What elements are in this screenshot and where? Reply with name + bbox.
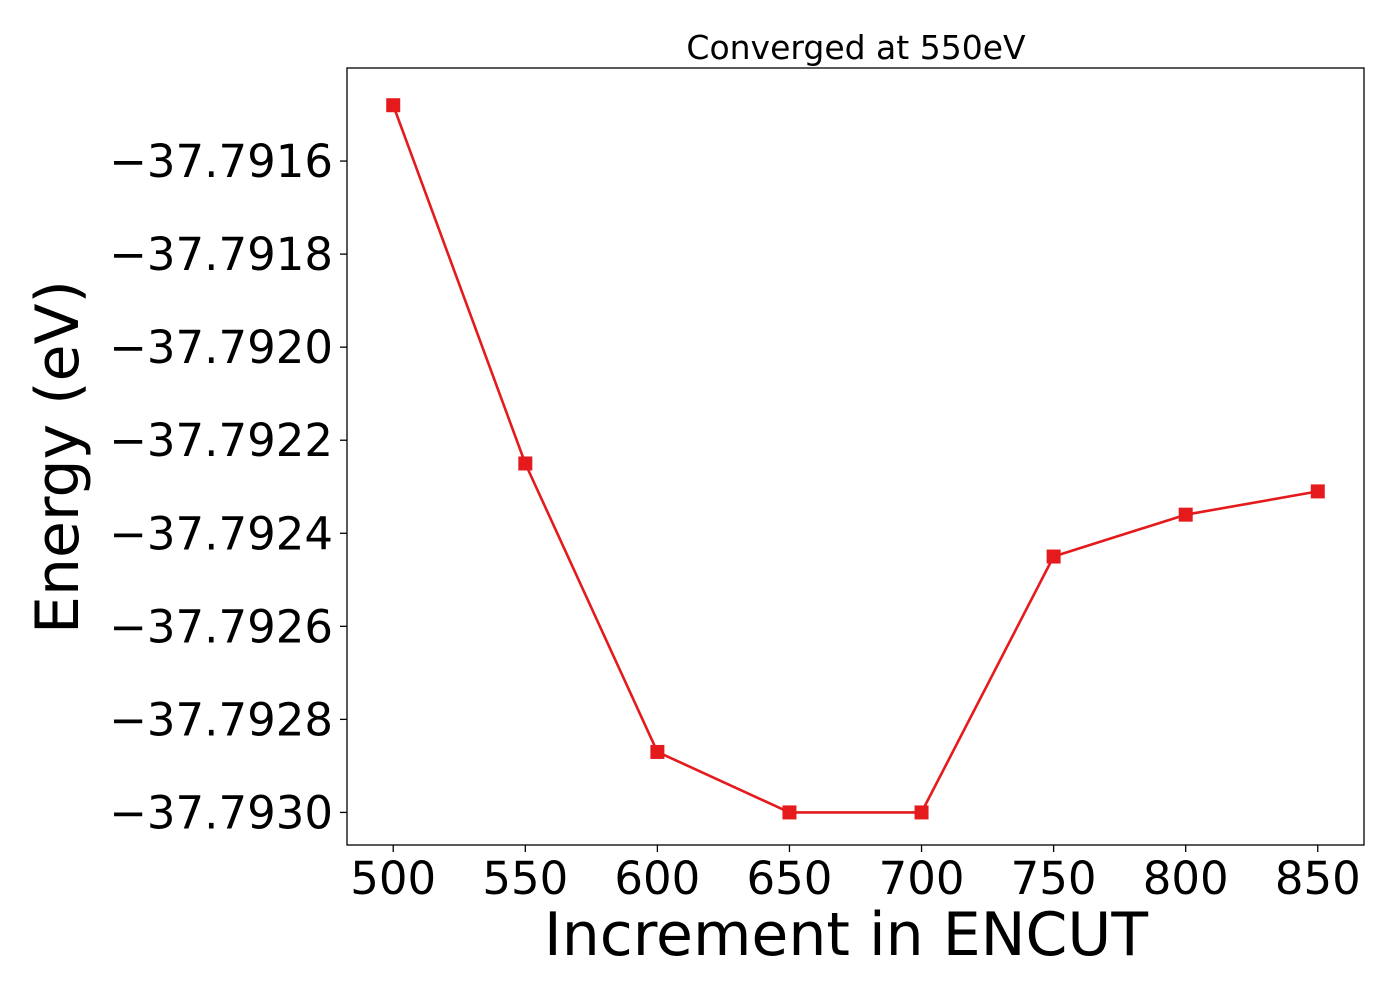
x-tick-label: 650 (747, 852, 833, 905)
x-tick-label: 600 (614, 852, 700, 905)
data-point-marker (1046, 549, 1061, 564)
chart-title: Converged at 550eV (686, 28, 1026, 67)
y-axis-ticks: −37.7916 −37.7918 −37.7920 −37.7922 −37.7924… (109, 135, 347, 839)
y-axis-label: Energy (eV) (23, 280, 93, 634)
data-point-marker (782, 805, 797, 820)
data-point-marker (914, 805, 929, 820)
series-line (391, 104, 1319, 814)
series-layer (386, 98, 1325, 820)
y-tick-label: −37.7918 (109, 228, 333, 281)
x-axis-ticks: 500 550 600 650 700 750 800 850 (350, 845, 1361, 905)
x-tick-label: 550 (482, 852, 568, 905)
x-tick-label: 800 (1143, 852, 1229, 905)
plot-area-frame (346, 67, 1365, 846)
data-point-marker (518, 456, 533, 471)
data-point-marker (386, 98, 401, 113)
data-point-marker (1310, 484, 1325, 499)
x-tick-label: 500 (350, 852, 436, 905)
y-tick-label: −37.7928 (109, 693, 333, 746)
y-tick-label: −37.7924 (109, 507, 333, 560)
y-tick-label: −37.7930 (109, 786, 333, 839)
data-point-marker (650, 744, 665, 759)
data-point-marker (1178, 507, 1193, 522)
x-tick-label: 700 (879, 852, 965, 905)
x-tick-label: 850 (1275, 852, 1361, 905)
x-tick-label: 750 (1011, 852, 1097, 905)
x-axis-label: Increment in ENCUT (544, 900, 1148, 970)
y-tick-label: −37.7920 (109, 321, 333, 374)
y-tick-label: −37.7916 (109, 135, 333, 188)
y-tick-label: −37.7926 (109, 600, 333, 653)
y-tick-label: −37.7922 (109, 414, 333, 467)
